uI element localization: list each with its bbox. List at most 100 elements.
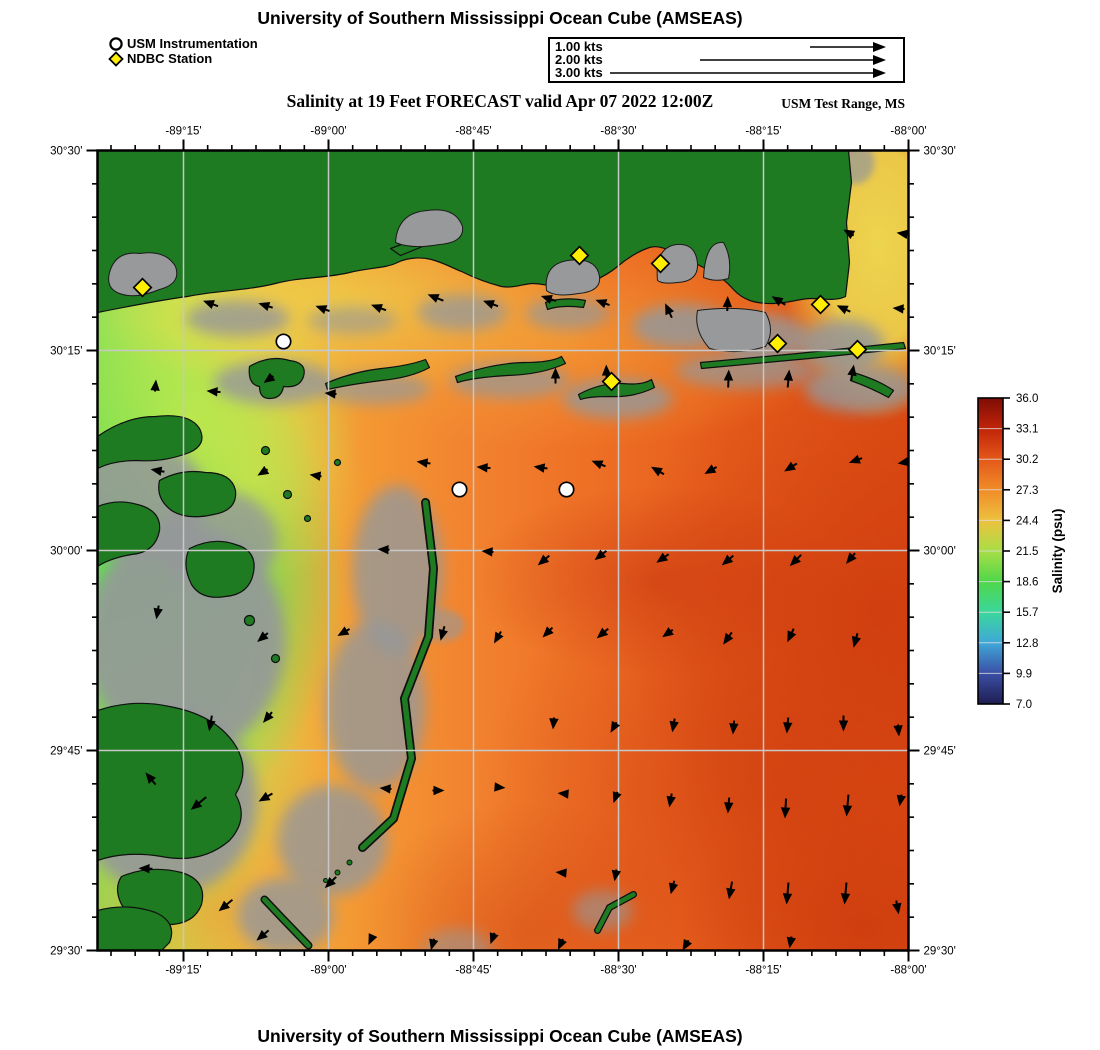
current-arrow <box>596 627 609 639</box>
current-arrow-head <box>729 723 739 735</box>
current-arrow <box>482 300 499 309</box>
current-arrow <box>494 782 506 792</box>
current-arrow-head <box>610 720 621 733</box>
bay-water <box>108 209 771 352</box>
current-arrow <box>846 552 857 564</box>
current-arrow-head <box>836 305 849 315</box>
current-arrow <box>847 364 857 381</box>
lat-tick-label: 29°45' <box>924 746 956 758</box>
current-arrow-head <box>787 630 797 643</box>
current-arrow-head <box>848 454 861 464</box>
current-arrow-head <box>771 296 784 307</box>
velocity-scale-box: 1.00 kts 2.00 kts 3.00 kts <box>548 37 905 83</box>
colorbar-border <box>977 397 1004 705</box>
current-arrow <box>704 464 718 474</box>
current-arrow-head <box>145 772 157 784</box>
current-arrow <box>202 300 219 309</box>
marsh <box>185 540 255 598</box>
land <box>97 150 907 951</box>
colorbar-tick-label: 18.6 <box>1016 577 1038 589</box>
velocity-arrow-head <box>873 68 886 78</box>
current-arrow <box>724 797 734 814</box>
current-arrow <box>537 554 550 566</box>
colorbar-tick-label: 27.3 <box>1016 485 1038 497</box>
current-arrow-head <box>722 296 733 308</box>
current-arrow <box>723 631 734 645</box>
current-arrow <box>786 936 796 949</box>
lon-tick-label: -88°00' <box>890 965 926 977</box>
current-arrow <box>368 933 378 946</box>
current-arrow-head <box>666 795 676 808</box>
colorbar-tick-label: 9.9 <box>1016 668 1032 680</box>
current-arrow <box>324 876 337 889</box>
current-arrow <box>549 717 559 730</box>
lat-tick-label: 30°00' <box>924 546 956 558</box>
horn-island <box>454 355 567 384</box>
lon-tick-label: -89°00' <box>310 965 346 977</box>
current-arrow-head <box>594 549 607 561</box>
current-arrow <box>427 294 444 303</box>
current-arrow-head <box>482 300 495 309</box>
current-arrow-head <box>324 877 336 889</box>
cat-island <box>248 357 305 400</box>
current-arrow <box>789 554 802 567</box>
current-arrow <box>257 465 270 476</box>
current-arrow <box>416 458 431 468</box>
current-arrow <box>787 628 797 643</box>
current-arrow-head <box>726 887 736 900</box>
usm-instrumentation-marker <box>275 333 292 350</box>
current-arrow-head <box>842 805 853 817</box>
range-label: USM Test Range, MS <box>781 96 905 111</box>
legend-item-ndbc: NDBC Station <box>108 50 258 67</box>
current-arrow <box>379 784 392 794</box>
current-arrow <box>722 296 733 312</box>
current-arrow-head <box>379 784 391 794</box>
current-arrow-head <box>783 369 794 381</box>
current-arrow <box>729 720 739 735</box>
current-arrow-head <box>489 932 499 945</box>
ndbc-station-marker <box>767 333 788 354</box>
current-arrow <box>723 369 734 388</box>
current-arrow-head <box>258 302 271 312</box>
velocity-arrow-head <box>873 42 886 52</box>
current-arrow <box>206 387 221 397</box>
current-arrow <box>612 791 622 804</box>
colorbar-tick-label: 15.7 <box>1016 607 1038 619</box>
current-arrow <box>258 302 273 312</box>
current-arrow-head <box>138 863 150 874</box>
current-arrow-head <box>315 305 328 315</box>
current-arrow-head <box>540 294 553 304</box>
current-arrow <box>668 880 679 895</box>
current-arrow <box>771 296 786 307</box>
current-arrow <box>782 882 793 905</box>
lat-tick-label: 30°30' <box>50 146 82 158</box>
velocity-scale-arrows <box>610 42 886 78</box>
current-arrow <box>610 720 621 733</box>
current-arrow-head <box>838 720 849 732</box>
colorbar-tick-label: 24.4 <box>1016 515 1039 527</box>
lon-tick-label: -88°45' <box>455 965 491 977</box>
colorbar-tick-label: 33.1 <box>1016 424 1038 436</box>
current-arrow-head <box>782 893 793 905</box>
current-arrow-head <box>789 555 801 567</box>
legend-item-label: USM Instrumentation <box>127 35 258 51</box>
current-arrow <box>489 932 499 945</box>
current-arrow <box>843 229 856 240</box>
ship-island <box>324 358 431 391</box>
current-arrow <box>190 796 207 810</box>
current-arrow-head <box>783 722 793 734</box>
current-arrow <box>594 549 608 561</box>
current-arrow-head <box>150 379 160 391</box>
marsh <box>97 906 173 951</box>
current-arrow-head <box>190 799 203 810</box>
current-arrow-head <box>206 387 218 397</box>
current-arrow-head <box>612 791 622 804</box>
lon-tick-label: -88°00' <box>890 126 926 138</box>
current-arrow <box>540 294 557 304</box>
current-arrow-head <box>557 937 567 950</box>
current-arrow <box>848 454 863 464</box>
current-arrow-head <box>595 299 608 309</box>
lon-tick-label: -89°00' <box>310 126 346 138</box>
colorbar-tick-label: 12.8 <box>1016 638 1038 650</box>
